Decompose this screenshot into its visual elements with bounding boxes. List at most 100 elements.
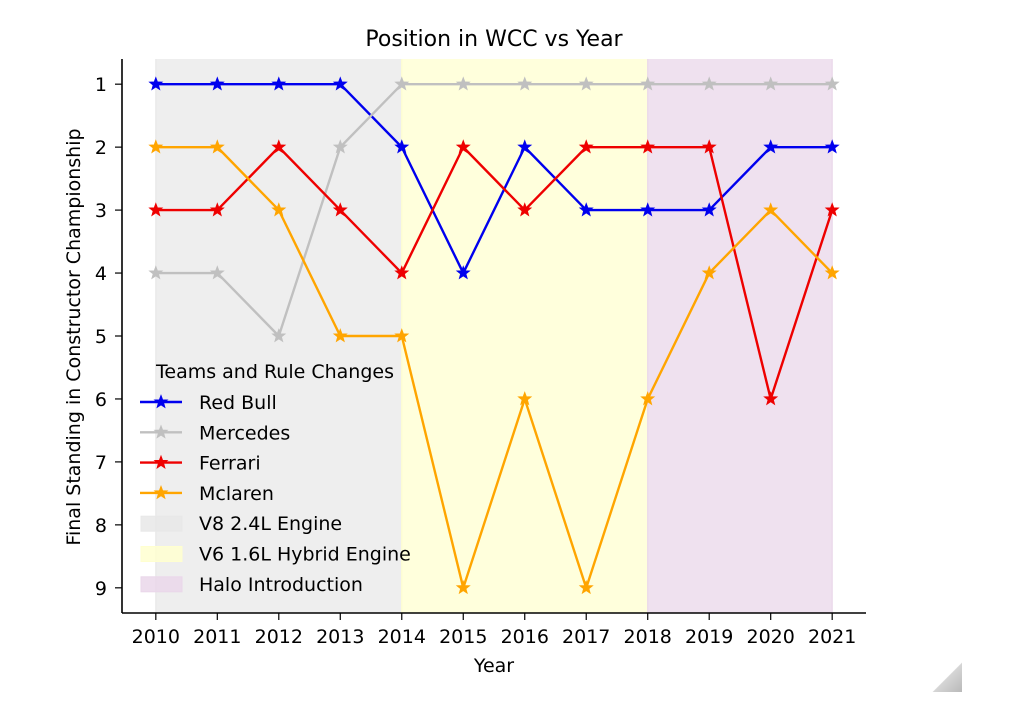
data-point-star-icon (517, 391, 533, 406)
data-point-star-icon (824, 76, 840, 91)
data-point-star-icon (517, 202, 533, 217)
data-point-star-icon (394, 139, 410, 154)
data-point-star-icon (394, 328, 410, 343)
legend-label: Halo Introduction (199, 574, 363, 596)
x-tick-label-7: 2017 (562, 626, 610, 648)
data-point-star-icon (209, 76, 225, 91)
legend-label: Red Bull (199, 392, 277, 414)
data-point-star-icon (394, 76, 410, 91)
legend-item-series-2: Ferrari (140, 453, 261, 475)
legend-label: Mercedes (199, 422, 290, 444)
data-point-star-icon (148, 202, 164, 217)
data-point-star-icon (763, 391, 779, 406)
data-point-star-icon (332, 139, 348, 154)
x-tick-label-5: 2015 (439, 626, 487, 648)
x-tick-label-2: 2012 (255, 626, 303, 648)
x-tick-label-8: 2018 (624, 626, 672, 648)
legend-star-icon (153, 424, 169, 439)
y-axis-label: Final Standing in Constructor Championsh… (63, 128, 85, 545)
y-tick-label-8: 9 (95, 578, 107, 600)
series-ferrari (148, 139, 840, 406)
data-point-star-icon (332, 76, 348, 91)
data-point-star-icon (701, 76, 717, 91)
chart-legend: Teams and Rule Changes Red Bull Mercedes F… (140, 361, 411, 596)
data-point-star-icon (578, 579, 594, 595)
data-point-star-icon (763, 76, 779, 91)
data-point-star-icon (148, 76, 164, 91)
y-tick-label-5: 6 (95, 389, 107, 411)
data-point-star-icon (578, 202, 594, 217)
series-mercedes (148, 76, 840, 343)
data-point-star-icon (209, 139, 225, 154)
resize-corner-icon[interactable] (932, 662, 962, 692)
legend-item-series-3: Mclaren (140, 483, 274, 505)
data-point-star-icon (271, 76, 287, 91)
data-point-star-icon (394, 265, 410, 280)
legend-star-icon (153, 394, 169, 409)
series-line (155, 82, 833, 338)
data-point-star-icon (701, 139, 717, 154)
x-tick-label-4: 2014 (378, 626, 426, 648)
y-tick-label-6: 7 (95, 452, 107, 474)
data-point-star-icon (578, 139, 594, 154)
data-point-star-icon (640, 202, 656, 217)
y-tick-label-3: 4 (95, 263, 107, 285)
data-point-star-icon (271, 202, 287, 217)
region-1 (401, 59, 648, 613)
data-point-star-icon (701, 265, 717, 280)
x-tick-label-3: 2013 (316, 626, 364, 648)
x-tick-label-1: 2011 (193, 626, 241, 648)
data-point-star-icon (148, 265, 164, 280)
region-2 (647, 59, 833, 613)
x-tick-label-10: 2020 (747, 626, 795, 648)
axis-ticks: 2010 2011 2012 2013 2014 2015 2016 2017 2018 2019… (95, 74, 856, 648)
x-tick-label-11: 2021 (808, 626, 856, 648)
chart-series (148, 76, 840, 595)
data-point-star-icon (455, 265, 471, 280)
legend-star-icon (153, 454, 169, 469)
legend-swatch (140, 515, 183, 532)
series-mclaren (148, 139, 840, 595)
data-point-star-icon (271, 139, 287, 154)
x-tick-label-9: 2019 (685, 626, 733, 648)
series-line (155, 145, 834, 590)
series-line (155, 82, 833, 275)
x-axis-label: Year (473, 655, 514, 677)
data-point-star-icon (578, 76, 594, 91)
series-red-bull (148, 76, 840, 280)
data-point-star-icon (209, 202, 225, 217)
data-point-star-icon (763, 139, 779, 154)
data-point-star-icon (332, 202, 348, 217)
legend-label: Mclaren (199, 483, 274, 505)
data-point-star-icon (209, 265, 225, 280)
data-point-star-icon (148, 139, 164, 154)
legend-item-series-1: Mercedes (140, 422, 290, 444)
series-line (155, 145, 834, 401)
x-tick-label-0: 2010 (132, 626, 180, 648)
y-tick-label-1: 2 (95, 137, 107, 159)
legend-swatch (140, 546, 183, 562)
data-point-star-icon (455, 76, 471, 91)
x-tick-label-6: 2016 (501, 626, 549, 648)
legend-item-region-1: V6 1.6L Hybrid Engine (140, 544, 411, 566)
legend-title: Teams and Rule Changes (155, 361, 394, 383)
chart-title: Position in WCC vs Year (365, 27, 623, 52)
legend-item-region-2: Halo Introduction (140, 574, 363, 596)
y-tick-label-0: 1 (95, 74, 107, 96)
data-point-star-icon (640, 391, 656, 406)
legend-label: V8 2.4L Engine (199, 513, 342, 535)
y-tick-label-4: 5 (95, 326, 107, 348)
rule-change-regions (155, 59, 833, 613)
data-point-star-icon (824, 265, 840, 280)
legend-label: V6 1.6L Hybrid Engine (199, 544, 411, 566)
legend-swatch (140, 576, 183, 593)
data-point-star-icon (517, 139, 533, 154)
data-point-star-icon (455, 139, 471, 154)
data-point-star-icon (824, 202, 840, 217)
y-tick-label-7: 8 (95, 515, 107, 537)
data-point-star-icon (824, 139, 840, 154)
legend-star-icon (153, 485, 169, 500)
data-point-star-icon (332, 328, 348, 343)
data-point-star-icon (455, 579, 471, 595)
